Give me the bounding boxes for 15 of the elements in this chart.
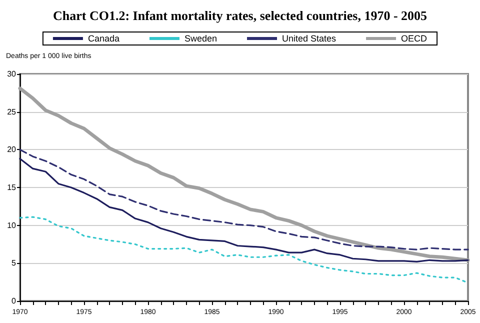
y-tick-label: 20 xyxy=(7,145,17,154)
y-tick-label: 25 xyxy=(7,107,17,116)
y-tick-label: 15 xyxy=(7,183,17,192)
legend-label: Canada xyxy=(88,34,120,44)
line-series xyxy=(19,148,469,250)
legend-label: United States xyxy=(282,34,337,44)
y-tick-label: 5 xyxy=(12,258,17,268)
y-tick-label: 10 xyxy=(7,220,17,230)
line-series xyxy=(19,158,469,262)
legend-label: OECD xyxy=(401,34,428,44)
y-tick-label: 0 xyxy=(12,296,17,306)
y-tick-label: 30 xyxy=(7,70,17,78)
line-series xyxy=(18,86,470,262)
legend-label: Sweden xyxy=(184,34,218,44)
chart-title: Chart CO1.2: Infant mortality rates, selected countries, 1970 - 2005 xyxy=(52,8,428,23)
